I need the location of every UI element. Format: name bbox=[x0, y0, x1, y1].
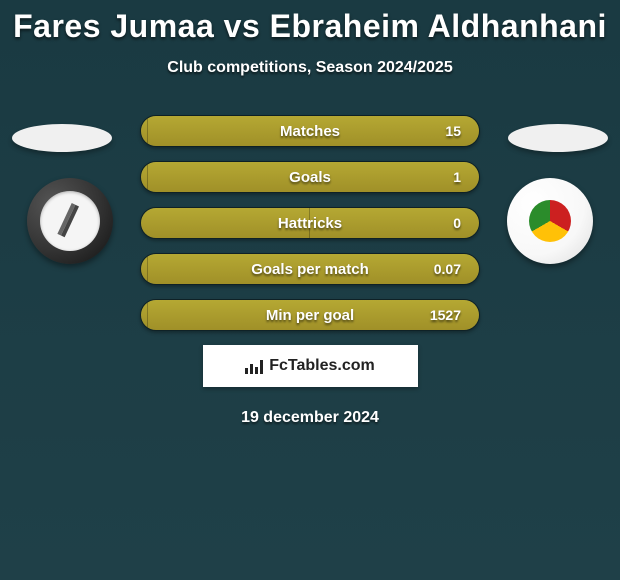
stat-row: Min per goal 1527 bbox=[140, 299, 480, 331]
stat-label: Goals bbox=[289, 169, 331, 186]
player-right-oval bbox=[508, 124, 608, 152]
stat-label: Min per goal bbox=[266, 307, 354, 324]
player-left-oval bbox=[12, 124, 112, 152]
club-badge-left bbox=[27, 178, 113, 264]
snapshot-date: 19 december 2024 bbox=[0, 409, 620, 427]
stat-row: Matches 15 bbox=[140, 115, 480, 147]
stat-label: Hattricks bbox=[278, 215, 342, 232]
site-badge[interactable]: FcTables.com bbox=[203, 345, 418, 387]
stat-label: Goals per match bbox=[251, 261, 369, 278]
stat-label: Matches bbox=[280, 123, 340, 140]
stat-bar-left bbox=[141, 116, 148, 146]
stats-panel: Matches 15 Goals 1 Hattricks 0 Goals per match… bbox=[140, 115, 480, 331]
stat-bar-left bbox=[141, 300, 148, 330]
stat-bar-left bbox=[141, 162, 148, 192]
stat-value: 0.07 bbox=[434, 261, 461, 277]
stat-row: Hattricks 0 bbox=[140, 207, 480, 239]
comparison-title: Fares Jumaa vs Ebraheim Aldhanhani bbox=[0, 8, 620, 45]
chart-icon bbox=[245, 358, 263, 374]
site-name: FcTables.com bbox=[269, 357, 375, 375]
stat-value: 1527 bbox=[430, 307, 461, 323]
stat-value: 15 bbox=[445, 123, 461, 139]
stat-value: 0 bbox=[453, 215, 461, 231]
stat-row: Goals per match 0.07 bbox=[140, 253, 480, 285]
stat-row: Goals 1 bbox=[140, 161, 480, 193]
stat-value: 1 bbox=[453, 169, 461, 185]
subtitle: Club competitions, Season 2024/2025 bbox=[0, 59, 620, 77]
stat-bar-left bbox=[141, 254, 148, 284]
club-badge-right bbox=[507, 178, 593, 264]
